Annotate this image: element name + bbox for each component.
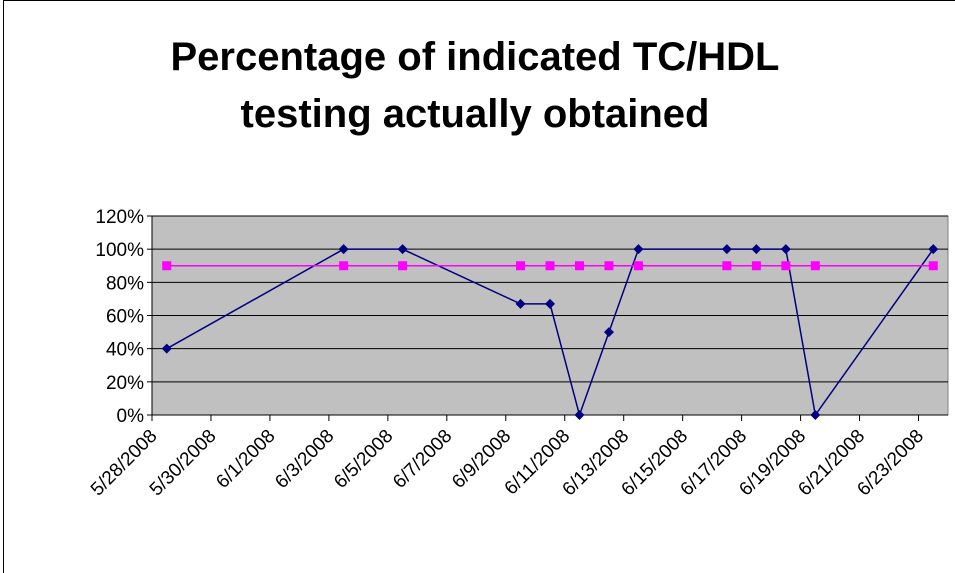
y-tick-label: 80% <box>106 273 144 294</box>
marker <box>603 327 614 338</box>
y-tick-label: 20% <box>106 373 144 394</box>
marker <box>398 261 408 271</box>
chart-title: Percentage of indicated TC/HDL testing ac… <box>171 35 780 136</box>
marker <box>604 261 614 271</box>
title-line: Percentage of indicated TC/HDL <box>171 35 780 79</box>
marker <box>810 410 821 420</box>
marker <box>722 261 732 271</box>
marker <box>339 261 349 271</box>
y-tick-label: 0% <box>117 406 145 427</box>
chart-frame <box>3 0 955 573</box>
x-tick-label: 6/7/2008 <box>389 426 456 493</box>
marker <box>574 261 584 271</box>
y-tick-label: 60% <box>106 307 144 328</box>
x-tick-label: 6/3/2008 <box>271 426 338 493</box>
marker <box>574 410 585 420</box>
marker <box>545 261 555 271</box>
x-tick-label: 6/1/2008 <box>212 426 279 493</box>
y-tick-label: 40% <box>106 340 144 361</box>
marker <box>780 244 791 255</box>
marker <box>751 244 762 255</box>
marker <box>781 261 791 271</box>
marker <box>397 244 408 255</box>
marker <box>161 343 172 354</box>
marker <box>810 261 820 271</box>
marker <box>545 298 555 309</box>
x-tick-label: 6/5/2008 <box>330 426 397 493</box>
marker <box>751 261 761 271</box>
marker <box>721 244 732 255</box>
marker <box>633 261 643 271</box>
marker <box>928 261 938 271</box>
y-tick-label: 100% <box>95 240 144 261</box>
marker <box>162 261 172 271</box>
marker <box>633 244 644 255</box>
marker <box>516 261 526 271</box>
y-tick-label: 120% <box>95 207 144 228</box>
marker <box>928 244 939 255</box>
marker <box>515 298 526 309</box>
marker <box>338 244 349 255</box>
title-line: testing actually obtained <box>241 92 710 136</box>
